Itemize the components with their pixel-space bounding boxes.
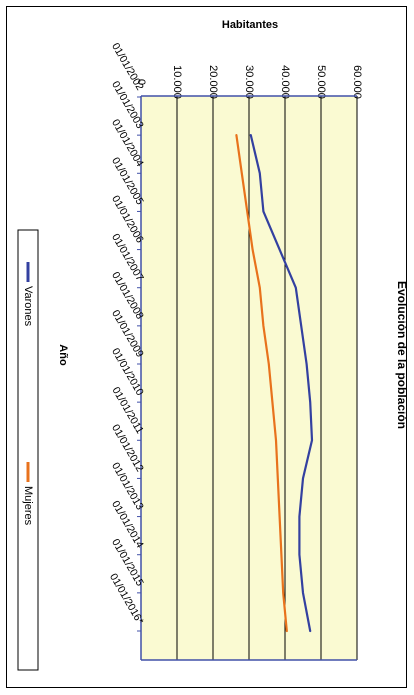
- y-tick-label: 40.000: [279, 65, 291, 99]
- y-tick-label: 10.000: [171, 65, 183, 99]
- chart-title: Evolución de la población: [395, 281, 409, 429]
- y-axis-title: Habitantes: [222, 19, 278, 31]
- x-axis-title: Año: [57, 344, 69, 366]
- y-tick-label: 30.000: [243, 65, 255, 99]
- legend-label-mujeres: Mujeres: [22, 486, 34, 526]
- legend: Varones Mujeres: [18, 230, 38, 670]
- plot-area: [141, 96, 357, 660]
- legend-label-varones: Varones: [22, 286, 34, 327]
- y-tick-label: 60.000: [351, 65, 363, 99]
- y-tick-label: 20.000: [207, 65, 219, 99]
- y-tick-label: 50.000: [315, 65, 327, 99]
